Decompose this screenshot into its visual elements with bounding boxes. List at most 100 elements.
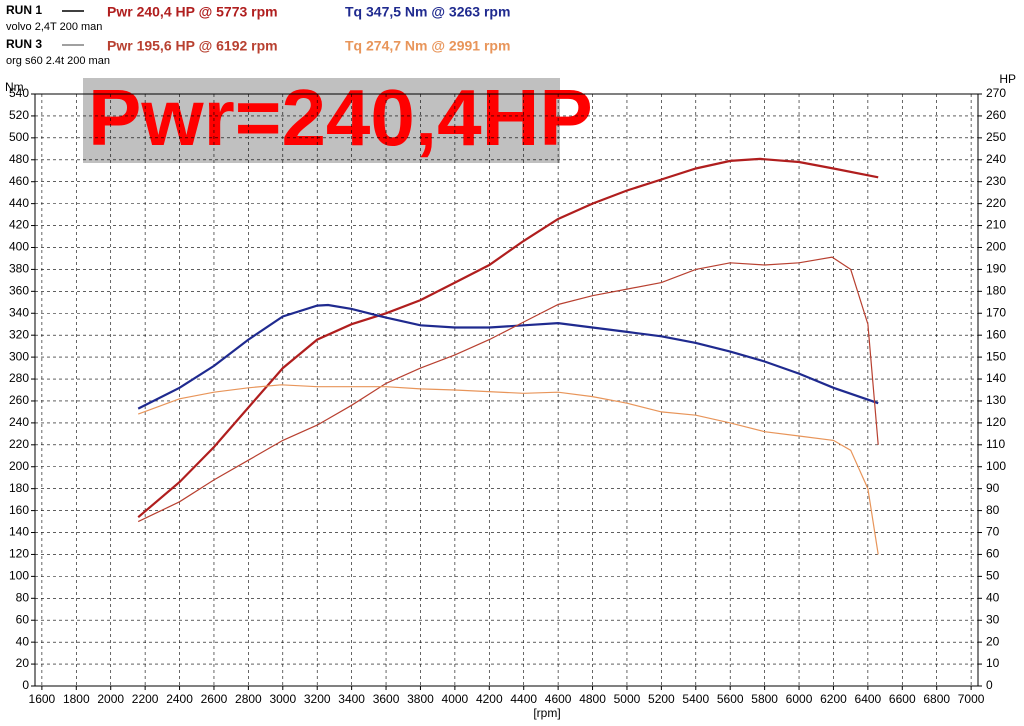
x-tick-label: 2600 xyxy=(201,692,228,706)
legend-entry: Tq 347,5 Nm @ 3263 rpm xyxy=(345,4,510,20)
y-tick-label: 540 xyxy=(9,86,29,100)
y-tick-label: 100 xyxy=(9,569,29,583)
y2-tick-label: 140 xyxy=(986,371,1006,385)
y2-tick-label: 100 xyxy=(986,459,1006,473)
y2-tick-label: 250 xyxy=(986,130,1006,144)
annotation: Pwr=240,4HP xyxy=(88,73,593,162)
y2-tick-label: 0 xyxy=(986,678,993,692)
x-tick-label: 7000 xyxy=(958,692,985,706)
y-tick-label: 340 xyxy=(9,305,29,319)
y2-tick-label: 90 xyxy=(986,481,1000,495)
x-tick-label: 2000 xyxy=(97,692,124,706)
x-tick-label: 2800 xyxy=(235,692,262,706)
y-tick-label: 0 xyxy=(22,678,29,692)
x-tick-label: 6000 xyxy=(786,692,813,706)
legend-entry: Tq 274,7 Nm @ 2991 rpm xyxy=(345,38,510,54)
x-tick-label: 4400 xyxy=(510,692,537,706)
annotation-box xyxy=(83,78,560,163)
series-line xyxy=(137,303,879,410)
x-tick-label: 5000 xyxy=(614,692,641,706)
x-tick-label: 1800 xyxy=(63,692,90,706)
x-tick-label: 5200 xyxy=(648,692,675,706)
y-tick-label: 220 xyxy=(9,437,29,451)
y-tick-label: 440 xyxy=(9,196,29,210)
y-tick-label: 480 xyxy=(9,152,29,166)
y2-tick-label: 50 xyxy=(986,569,1000,583)
y2-tick-label: 270 xyxy=(986,86,1006,100)
x-tick-label: 6600 xyxy=(889,692,916,706)
x-tick-label: 5600 xyxy=(717,692,744,706)
y-tick-label: 280 xyxy=(9,371,29,385)
y-tick-label: 20 xyxy=(16,656,30,670)
y-tick-label: 260 xyxy=(9,393,29,407)
x-tick-label: 1600 xyxy=(29,692,56,706)
y-tick-label: 140 xyxy=(9,525,29,539)
x-axis-label: [rpm] xyxy=(533,706,560,720)
y2-tick-label: 190 xyxy=(986,262,1006,276)
y2-tick-label: 200 xyxy=(986,240,1006,254)
y-tick-label: 180 xyxy=(9,481,29,495)
x-tick-label: 3200 xyxy=(304,692,331,706)
x-tick-label: 5800 xyxy=(751,692,778,706)
series-line xyxy=(137,157,879,519)
run-label: RUN 1 xyxy=(6,3,42,17)
y-tick-label: 240 xyxy=(9,415,29,429)
y-tick-label: 360 xyxy=(9,284,29,298)
legend-entry: Pwr 195,6 HP @ 6192 rpm xyxy=(107,38,278,54)
y-tick-label: 320 xyxy=(9,327,29,341)
y2-tick-label: 160 xyxy=(986,327,1006,341)
y-tick-label: 200 xyxy=(9,459,29,473)
y-tick-label: 80 xyxy=(16,590,30,604)
x-tick-label: 2200 xyxy=(132,692,159,706)
x-tick-label: 4200 xyxy=(476,692,503,706)
y2-tick-label: 110 xyxy=(986,437,1005,451)
plot-frame xyxy=(34,93,979,687)
y2-tick-label: 120 xyxy=(986,415,1006,429)
y-tick-label: 520 xyxy=(9,108,29,122)
y2-tick-label: 210 xyxy=(986,218,1006,232)
y2-tick-label: 20 xyxy=(986,634,1000,648)
series-line xyxy=(137,256,879,523)
x-tick-label: 5400 xyxy=(682,692,709,706)
y-axis-label: Nm xyxy=(5,80,24,94)
y2-tick-label: 150 xyxy=(986,349,1006,363)
y2-tick-label: 40 xyxy=(986,590,1000,604)
y-tick-label: 460 xyxy=(9,174,29,188)
x-tick-label: 6400 xyxy=(855,692,882,706)
y-tick-label: 300 xyxy=(9,349,29,363)
y2-tick-label: 170 xyxy=(986,305,1006,319)
y-tick-label: 420 xyxy=(9,218,29,232)
x-tick-label: 4000 xyxy=(442,692,469,706)
y-tick-label: 40 xyxy=(16,634,30,648)
y2-tick-label: 260 xyxy=(986,108,1006,122)
y-tick-label: 380 xyxy=(9,262,29,276)
y2-tick-label: 180 xyxy=(986,284,1006,298)
y2-tick-label: 10 xyxy=(986,656,1000,670)
y2-tick-label: 80 xyxy=(986,503,1000,517)
series-line xyxy=(137,384,879,555)
y2-tick-label: 70 xyxy=(986,525,1000,539)
run-description: org s60 2.4t 200 man xyxy=(6,55,110,67)
x-tick-label: 6800 xyxy=(923,692,950,706)
y2-tick-label: 240 xyxy=(986,152,1006,166)
x-tick-label: 3800 xyxy=(407,692,434,706)
y2-tick-label: 230 xyxy=(986,174,1006,188)
x-tick-label: 3400 xyxy=(338,692,365,706)
x-tick-label: 4800 xyxy=(579,692,606,706)
y-tick-label: 500 xyxy=(9,130,29,144)
y-tick-label: 60 xyxy=(16,612,30,626)
x-tick-label: 3600 xyxy=(373,692,400,706)
y2-tick-label: 60 xyxy=(986,547,1000,561)
x-tick-label: 2400 xyxy=(166,692,193,706)
y-tick-label: 120 xyxy=(9,547,29,561)
y2-tick-label: 220 xyxy=(986,196,1006,210)
x-tick-label: 3000 xyxy=(269,692,296,706)
run-description: volvo 2,4T 200 man xyxy=(6,21,102,33)
x-tick-label: 4600 xyxy=(545,692,572,706)
y-tick-label: 160 xyxy=(9,503,29,517)
y-tick-label: 400 xyxy=(9,240,29,254)
y2-tick-label: 130 xyxy=(986,393,1006,407)
x-tick-label: 6200 xyxy=(820,692,847,706)
legend-entry: Pwr 240,4 HP @ 5773 rpm xyxy=(107,4,278,20)
